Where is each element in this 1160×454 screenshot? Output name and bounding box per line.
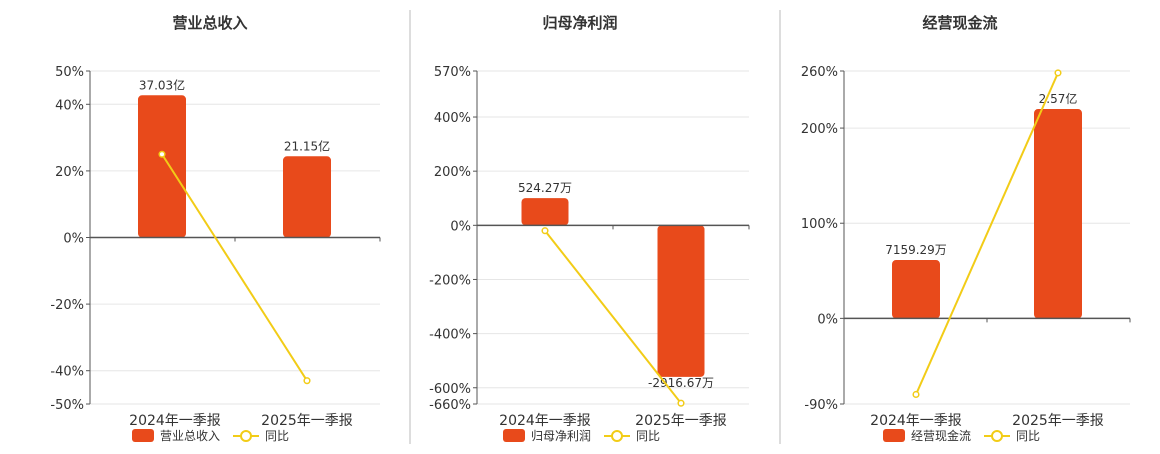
legend-label: 营业总收入	[160, 429, 220, 443]
legend-label: 同比	[636, 429, 660, 443]
chart-title: 经营现金流	[922, 14, 997, 32]
yoy-point	[303, 377, 311, 385]
legend-line-marker	[991, 430, 1003, 442]
yoy-point	[158, 150, 166, 158]
chart-title: 营业总收入	[172, 14, 247, 32]
y-tick-label: 400%	[434, 111, 471, 126]
y-tick-label: -40%	[50, 365, 84, 380]
data-label: 7159.29万	[885, 243, 947, 257]
x-tick-label: 2025年一季报	[261, 413, 353, 429]
yoy-line	[544, 230, 682, 404]
y-tick-label: 0%	[450, 219, 471, 234]
legend-label: 同比	[265, 429, 289, 443]
yoy-line	[161, 153, 308, 382]
y-tick-label: 0%	[63, 232, 84, 247]
bar	[283, 156, 331, 238]
chart-2: 归母净利润 570% 400% 200% 0% -200% -400% -600%-660% 5…	[429, 14, 750, 443]
y-tick-label: 100%	[801, 217, 838, 232]
legend: 归母净利润 同比	[503, 429, 660, 443]
y-tick-label: 50%	[55, 65, 84, 80]
yoy-point	[541, 227, 549, 235]
y-tick-label: 20%	[55, 165, 84, 180]
y-tick-label: 570%	[434, 65, 471, 80]
y-tick-label: -50%	[50, 398, 84, 413]
chart-3: 经营现金流260%200%100%0%-90%7159.29万2.57亿2024…	[801, 14, 1131, 443]
legend-label: 同比	[1016, 429, 1040, 443]
bar	[892, 260, 940, 319]
legend-line-marker	[240, 430, 252, 442]
x-tick-label: 2025年一季报	[635, 413, 727, 429]
legend-bar-swatch	[132, 429, 154, 442]
x-tick-label: 2024年一季报	[870, 413, 962, 429]
bar	[521, 198, 569, 226]
yoy-point	[1054, 69, 1062, 77]
chart-title: 归母净利润	[542, 14, 617, 32]
y-tick-label: -600%	[429, 382, 471, 397]
chart-1: 营业总收入 50% 40% 20% 0% -20% -40% -50% 37.03亿 21.15亿…	[50, 14, 381, 443]
legend-label: 经营现金流	[911, 428, 971, 443]
legend: 经营现金流 同比	[883, 428, 1040, 443]
y-tick-label: 200%	[801, 122, 838, 137]
y-tick-label: -200%	[429, 273, 471, 288]
y-tick-label: -90%	[804, 398, 838, 413]
data-label: -2916.67万	[648, 376, 714, 390]
y-tick-label: 260%	[801, 65, 838, 80]
yoy-point	[677, 399, 685, 407]
yoy-point	[912, 390, 920, 399]
bar	[1034, 109, 1082, 319]
legend-bar-swatch	[883, 429, 905, 442]
legend-label: 归母净利润	[531, 429, 591, 443]
y-tick-label: 200%	[434, 165, 471, 180]
yoy-line	[915, 72, 1059, 395]
y-tick-label: -400%	[429, 328, 471, 343]
y-tick-label: 40%	[55, 98, 84, 113]
legend-line-marker	[611, 430, 623, 442]
data-label: 21.15亿	[284, 138, 330, 153]
x-tick-label: 2025年一季报	[1012, 413, 1104, 429]
legend: 营业总收入 同比	[132, 429, 289, 443]
bar	[138, 95, 186, 238]
bar	[657, 225, 705, 377]
y-tick-label: -20%	[50, 298, 84, 313]
legend-bar-swatch	[503, 429, 525, 442]
x-tick-label: 2024年一季报	[499, 413, 591, 429]
data-label: 37.03亿	[139, 77, 185, 92]
data-label: 524.27万	[518, 181, 572, 195]
y-tick-label: -660%	[429, 398, 471, 413]
y-tick-label: 0%	[817, 312, 838, 327]
x-tick-label: 2024年一季报	[129, 413, 221, 429]
